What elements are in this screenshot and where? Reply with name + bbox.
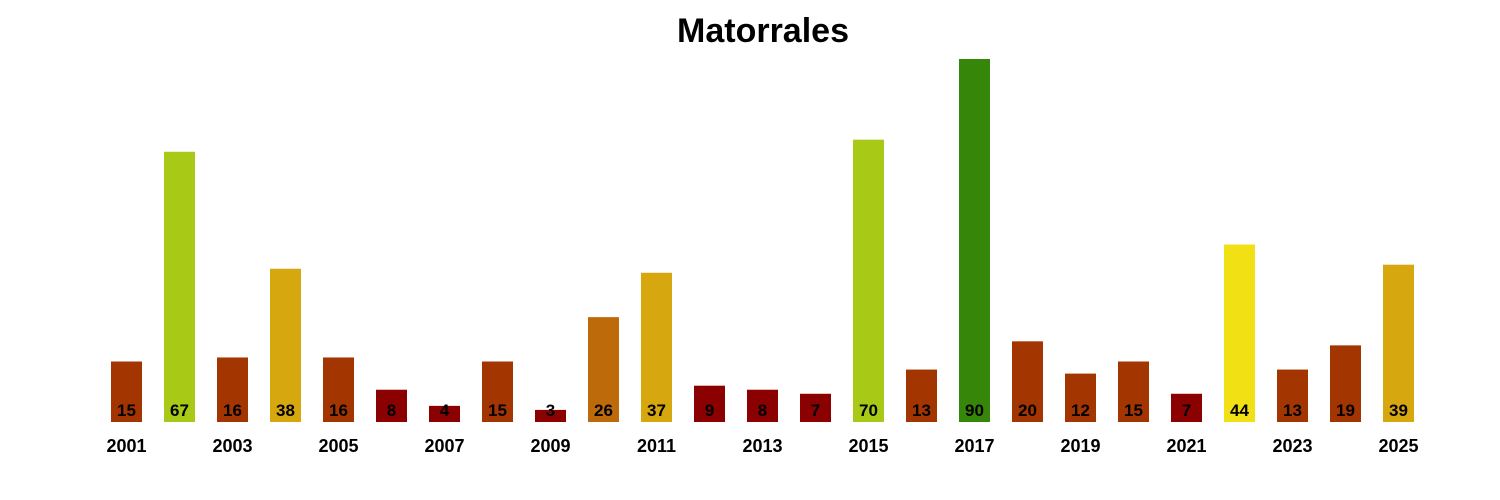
bar-2024 xyxy=(1330,345,1361,422)
bar-2017 xyxy=(959,59,990,422)
tick-label-2003: 2003 xyxy=(212,436,252,456)
value-label-2005: 16 xyxy=(329,401,348,420)
bar-2025 xyxy=(1383,264,1414,422)
tick-labels-group: 2001 2003 2005 2007 2009 2011 2013 2015 2017 2019… xyxy=(106,436,1418,456)
bar-2005 xyxy=(323,357,354,422)
tick-label-2011: 2011 xyxy=(637,436,676,456)
bar-2022 xyxy=(1224,244,1255,422)
bar-2023 xyxy=(1277,369,1308,422)
value-label-2023: 13 xyxy=(1283,401,1302,420)
tick-label-2023: 2023 xyxy=(1272,436,1312,456)
bar-2010 xyxy=(588,317,619,422)
value-label-2007: 4 xyxy=(440,401,450,420)
value-label-2003: 16 xyxy=(223,401,242,420)
bar-2021 xyxy=(1171,393,1202,422)
value-label-2001: 15 xyxy=(117,401,136,420)
bar-2008 xyxy=(482,361,513,422)
value-label-2013: 8 xyxy=(758,401,767,420)
tick-label-2001: 2001 xyxy=(106,436,146,456)
value-label-2019: 12 xyxy=(1071,401,1090,420)
value-label-2008: 15 xyxy=(488,401,507,420)
tick-label-2013: 2013 xyxy=(742,436,782,456)
value-label-2020: 15 xyxy=(1124,401,1143,420)
value-label-2012: 9 xyxy=(705,401,714,420)
tick-label-2015: 2015 xyxy=(848,436,888,456)
value-label-2017: 90 xyxy=(965,401,984,420)
value-label-2014: 7 xyxy=(811,401,820,420)
bar-2013 xyxy=(747,389,778,422)
tick-label-2017: 2017 xyxy=(954,436,994,456)
chart-title: Matorrales xyxy=(677,12,849,50)
value-label-2004: 38 xyxy=(276,401,295,420)
bar-2009 xyxy=(535,409,566,422)
bar-2015 xyxy=(853,139,884,422)
bar-2018 xyxy=(1012,341,1043,422)
bar-2006 xyxy=(376,389,407,422)
bar-2016 xyxy=(906,369,937,422)
value-label-2011: 37 xyxy=(647,401,666,420)
value-label-2006: 8 xyxy=(387,401,396,420)
bar-2004 xyxy=(270,268,301,422)
value-label-2016: 13 xyxy=(912,401,931,420)
tick-label-2009: 2009 xyxy=(530,436,570,456)
tick-label-2025: 2025 xyxy=(1378,436,1418,456)
bar-2011 xyxy=(641,272,672,422)
bar-2002 xyxy=(164,151,195,422)
bar-2007 xyxy=(429,405,460,422)
bar-2019 xyxy=(1065,373,1096,422)
value-label-2015: 70 xyxy=(859,401,878,420)
value-labels-group: 15 67 16 38 16 8 4 15 3 26 37 9 8 7 70 13 90 20 12 15 7 44 13 1… xyxy=(117,401,1408,420)
value-label-2018: 20 xyxy=(1018,401,1037,420)
bar-2020 xyxy=(1118,361,1149,422)
tick-label-2021: 2021 xyxy=(1166,436,1206,456)
value-label-2009: 3 xyxy=(546,401,555,420)
tick-label-2019: 2019 xyxy=(1060,436,1100,456)
bar-2014 xyxy=(800,393,831,422)
value-label-2022: 44 xyxy=(1230,401,1249,420)
value-label-2010: 26 xyxy=(594,401,613,420)
value-label-2021: 7 xyxy=(1182,401,1191,420)
bar-2001 xyxy=(111,361,142,422)
value-label-2025: 39 xyxy=(1389,401,1408,420)
value-label-2002: 67 xyxy=(170,401,189,420)
bar-2012 xyxy=(694,385,725,422)
bar-2003 xyxy=(217,357,248,422)
tick-label-2007: 2007 xyxy=(424,436,464,456)
value-label-2024: 19 xyxy=(1336,401,1355,420)
bars-group xyxy=(111,59,1414,422)
tick-label-2005: 2005 xyxy=(318,436,358,456)
